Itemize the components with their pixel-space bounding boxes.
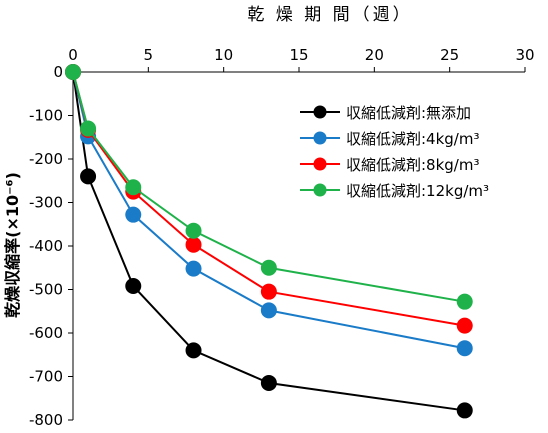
y-tick-label: -200 — [29, 150, 63, 168]
data-point — [125, 206, 142, 223]
y-tick-label: -800 — [29, 411, 63, 429]
data-point — [185, 260, 202, 277]
legend-marker — [313, 157, 327, 171]
y-axis-title: 乾燥収縮率(×10⁻⁶) — [3, 172, 22, 318]
legend-item: 収縮低減剤:8kg/m³ — [300, 156, 480, 174]
data-point — [80, 120, 97, 137]
legend-label: 収縮低減剤:4kg/m³ — [346, 130, 480, 148]
data-point — [456, 340, 473, 357]
legend-item: 収縮低減剤:4kg/m³ — [300, 130, 480, 148]
data-point — [456, 402, 473, 419]
data-point — [65, 64, 81, 80]
x-tick-label: 15 — [289, 46, 308, 64]
series-line — [72, 71, 465, 412]
y-tick-label: -300 — [29, 194, 63, 212]
data-point — [185, 222, 202, 239]
legend-item: 収縮低減剤:無添加 — [300, 104, 471, 122]
y-tick-label: 0 — [53, 63, 63, 81]
legend-label: 収縮低減剤:無添加 — [346, 104, 471, 122]
data-point — [80, 168, 97, 185]
y-tick-label: -700 — [29, 368, 63, 386]
y-tick-label: -400 — [29, 237, 63, 255]
x-tick-label: 0 — [68, 46, 78, 64]
x-tick-label: 25 — [440, 46, 459, 64]
axes: 0 5 10 15 20 25 30 0 -100 -200 -300 -400 -500 -600 -70… — [29, 46, 535, 429]
legend-marker — [313, 105, 327, 119]
legend-label: 収縮低減剤:8kg/m³ — [346, 156, 480, 174]
legend-marker — [313, 183, 327, 197]
x-tick-label: 20 — [365, 46, 384, 64]
data-point — [260, 375, 277, 392]
data-point — [185, 342, 202, 359]
data-point — [125, 179, 142, 196]
x-axis-title: 乾 燥 期 間（週） — [247, 5, 412, 25]
data-point — [260, 259, 277, 276]
legend-item: 収縮低減剤:12kg/m³ — [300, 182, 489, 200]
x-tick-label: 5 — [144, 46, 154, 64]
data-point — [456, 317, 473, 334]
series-3 — [65, 64, 473, 310]
data-point — [260, 302, 277, 319]
y-tick-label: -100 — [29, 107, 63, 125]
y-tick-label: -500 — [29, 281, 63, 299]
series-line — [72, 71, 465, 303]
legend-marker — [313, 131, 327, 145]
data-point — [125, 278, 142, 295]
legend-label: 収縮低減剤:12kg/m³ — [346, 182, 489, 200]
y-tick-label: -600 — [29, 324, 63, 342]
x-tick-label: 30 — [515, 46, 534, 64]
series-layer — [65, 64, 473, 419]
x-tick-label: 10 — [214, 46, 233, 64]
series-0 — [65, 64, 473, 419]
data-point — [456, 293, 473, 310]
data-point — [260, 283, 277, 300]
data-point — [185, 236, 202, 253]
